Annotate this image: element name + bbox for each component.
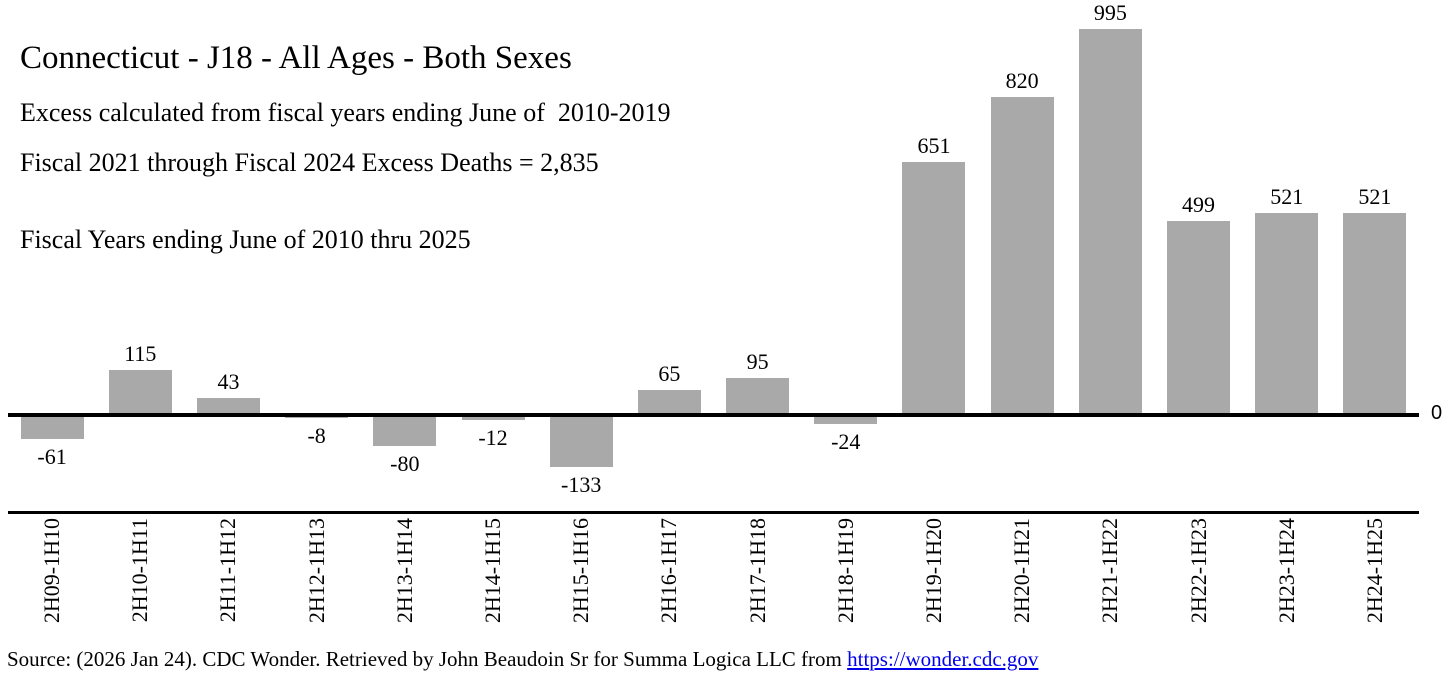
chart-subtitle-excess-total: Fiscal 2021 through Fiscal 2024 Excess D… <box>20 148 599 177</box>
bar-slot: 995 <box>1066 0 1154 511</box>
x-axis-label-slot: 2H17-1H18 <box>714 518 802 644</box>
x-axis-label: 2H17-1H18 <box>744 518 770 624</box>
bar-slot: 95 <box>714 0 802 511</box>
bar-slot: -24 <box>802 0 890 511</box>
bar-chart-plot-area: -61 115 43 -8 -80 -12 -133 65 95 -24 651 820 995 499 5… <box>8 0 1419 514</box>
bar-2H19-1H20 <box>902 162 966 415</box>
x-axis-label: 2H16-1H17 <box>656 518 682 624</box>
bar-value-label: 499 <box>1182 192 1216 217</box>
bar-value-label: 521 <box>1270 184 1304 209</box>
x-axis-label-slot: 2H15-1H16 <box>537 518 625 644</box>
bar-slot: 115 <box>96 0 184 511</box>
bar-slot: -12 <box>449 0 537 511</box>
bar-2H15-1H16 <box>549 415 613 467</box>
x-axis-label: 2H21-1H22 <box>1097 518 1123 624</box>
bar-value-label: -133 <box>561 472 602 497</box>
x-axis-label-slot: 2H19-1H20 <box>890 518 978 644</box>
zero-axis-line <box>8 413 1419 417</box>
x-axis-label: 2H13-1H14 <box>391 518 417 624</box>
x-axis-label: 2H14-1H15 <box>480 518 506 624</box>
x-axis-label: 2H22-1H23 <box>1185 518 1211 624</box>
bar-value-label: -24 <box>831 429 861 454</box>
bar-value-label: -80 <box>390 451 420 476</box>
bar-2H18-1H19 <box>814 415 878 424</box>
bar-slot: -61 <box>8 0 96 511</box>
x-axis-label-slot: 2H16-1H17 <box>625 518 713 644</box>
bar-2H10-1H11 <box>108 370 172 415</box>
bar-value-label: 43 <box>217 369 240 394</box>
x-axis-label-slot: 2H13-1H14 <box>361 518 449 644</box>
bar-slot: 521 <box>1243 0 1331 511</box>
bar-value-label: -12 <box>478 425 508 450</box>
x-axis-label-slot: 2H22-1H23 <box>1154 518 1242 644</box>
bar-2H20-1H21 <box>990 97 1054 415</box>
bar-value-label: 995 <box>1093 0 1127 25</box>
x-axis-label: 2H19-1H20 <box>920 518 946 624</box>
bar-slot: -80 <box>361 0 449 511</box>
bar-value-label: -8 <box>307 423 326 448</box>
x-axis-label-slot: 2H10-1H11 <box>96 518 184 644</box>
bar-2H13-1H14 <box>373 415 437 446</box>
bar-value-label: 651 <box>917 133 951 158</box>
bar-value-label: 115 <box>124 341 157 366</box>
bar-value-label: 820 <box>1005 68 1039 93</box>
bar-2H22-1H23 <box>1167 221 1231 415</box>
bar-value-label: 95 <box>746 349 769 374</box>
source-text: Source: (2026 Jan 24). CDC Wonder. Retri… <box>7 647 848 671</box>
bar-slot: -133 <box>537 0 625 511</box>
chart-title: Connecticut - J18 - All Ages - Both Sexe… <box>20 40 572 76</box>
x-axis-label: 2H09-1H10 <box>39 518 65 624</box>
bar-2H17-1H18 <box>726 378 790 415</box>
bar-2H21-1H22 <box>1078 29 1142 415</box>
x-axis-label-slot: 2H24-1H25 <box>1331 518 1419 644</box>
bar-slot: 65 <box>625 0 713 511</box>
zero-tick-label: 0 <box>1431 402 1443 424</box>
bar-slot: 651 <box>890 0 978 511</box>
bar-slot: 43 <box>184 0 272 511</box>
x-axis-label-slot: 2H18-1H19 <box>802 518 890 644</box>
bar-2H16-1H17 <box>637 390 701 415</box>
bar-slot: -8 <box>273 0 361 511</box>
bar-2H11-1H12 <box>196 398 260 415</box>
source-link[interactable]: https://wonder.cdc.gov <box>847 647 1039 671</box>
chart-subtitle-baseline: Excess calculated from fiscal years endi… <box>20 98 671 127</box>
bar-value-label: 65 <box>658 361 681 386</box>
x-axis-label: 2H23-1H24 <box>1273 518 1299 624</box>
bar-2H23-1H24 <box>1255 213 1319 415</box>
x-axis-label: 2H18-1H19 <box>832 518 858 624</box>
bar-slot: 521 <box>1331 0 1419 511</box>
x-axis-label: 2H15-1H16 <box>568 518 594 624</box>
x-axis-label: 2H20-1H21 <box>1009 518 1035 624</box>
bar-2H24-1H25 <box>1343 213 1407 415</box>
bar-value-label: -61 <box>37 444 67 469</box>
x-axis-label-slot: 2H23-1H24 <box>1243 518 1331 644</box>
x-axis-label-slot: 2H12-1H13 <box>273 518 361 644</box>
x-axis-label-slot: 2H21-1H22 <box>1066 518 1154 644</box>
x-axis-label: 2H12-1H13 <box>303 518 329 624</box>
x-axis-label: 2H11-1H12 <box>215 518 241 623</box>
chart-subtitle-year-range: Fiscal Years ending June of 2010 thru 20… <box>20 225 471 254</box>
x-axis-label: 2H24-1H25 <box>1361 518 1387 624</box>
bar-slot: 499 <box>1154 0 1242 511</box>
x-axis-label-slot: 2H11-1H12 <box>184 518 272 644</box>
x-axis-label-slot: 2H14-1H15 <box>449 518 537 644</box>
bars-container: -61 115 43 -8 -80 -12 -133 65 95 -24 651 820 995 499 5… <box>8 0 1419 511</box>
source-line: Source: (2026 Jan 24). CDC Wonder. Retri… <box>7 647 1038 672</box>
bar-2H14-1H15 <box>461 415 525 420</box>
x-axis-label-slot: 2H09-1H10 <box>8 518 96 644</box>
bar-value-label: 521 <box>1358 184 1392 209</box>
bar-slot: 820 <box>978 0 1066 511</box>
bar-2H09-1H10 <box>20 415 84 439</box>
x-axis-label: 2H10-1H11 <box>127 518 153 623</box>
x-axis-labels: 2H09-1H10 2H10-1H11 2H11-1H12 2H12-1H13 2H13… <box>8 518 1419 644</box>
x-axis-label-slot: 2H20-1H21 <box>978 518 1066 644</box>
